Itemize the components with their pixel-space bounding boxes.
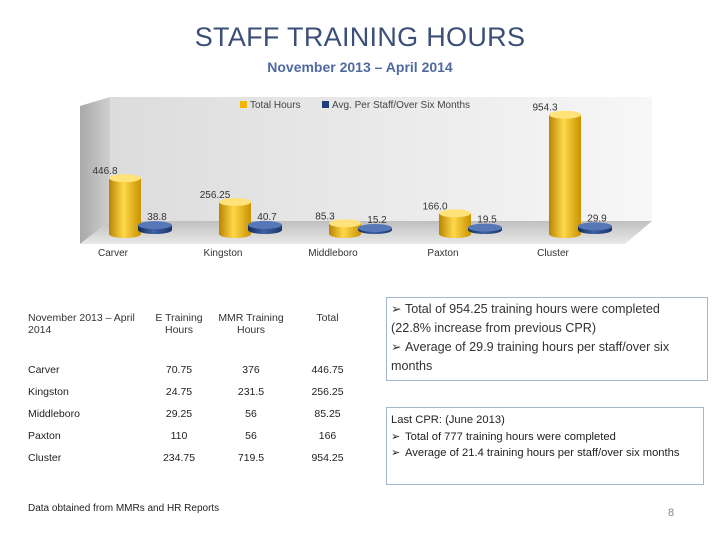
last-cpr-box: Last CPR: (June 2013) ➢ Total of 777 trai… <box>386 407 704 485</box>
bar-avg-per-staff <box>138 221 172 234</box>
bar-total-hours-top <box>109 174 141 183</box>
data-source-note: Data obtained from MMRs and HR Reports <box>28 503 220 514</box>
x-tick-label: Cluster <box>537 248 569 259</box>
bar-total-hours <box>219 197 251 238</box>
table-cell-e-training: 70.75 <box>165 364 193 376</box>
x-tick-label: Kingston <box>204 248 243 259</box>
training-hours-chart: Total Hours Avg. Per Staff/Over Six Mont… <box>80 94 655 264</box>
slide-title: STAFF TRAINING HOURS <box>194 22 526 52</box>
arrow-bullet-icon: ➢ <box>391 430 401 443</box>
bar-total-hours-body <box>439 213 471 234</box>
table-cell-e-training: 234.75 <box>162 452 196 464</box>
table-row: Middleboro 29.25 56 85.25 <box>28 408 368 430</box>
arrow-bullet-icon: ➢ <box>391 447 401 459</box>
table-cell-total: 256.25 <box>311 386 344 398</box>
table-cell-name: Paxton <box>28 430 61 442</box>
bar-avg-per-staff-top <box>138 221 172 230</box>
table-cell-mmr: 231.5 <box>237 386 265 398</box>
table-row: Paxton 110 56 166 <box>28 430 368 452</box>
table-header-total: Total <box>316 312 339 324</box>
table-header-period: November 2013 – April 2014 <box>28 312 135 336</box>
summary-bullet-average-text: Average of 29.9 training hours per staff… <box>391 340 670 373</box>
table-cell-mmr: 719.5 <box>237 452 265 464</box>
table-header-e-training: E Training Hours <box>155 312 203 336</box>
chart-left-wall <box>80 97 110 244</box>
legend-swatch-total <box>240 101 247 108</box>
table-cell-name: Middleboro <box>28 408 80 420</box>
x-tick-label: Carver <box>98 248 129 259</box>
data-label-total: 166.0 <box>422 201 447 212</box>
table-cell-mmr: 56 <box>245 408 257 420</box>
bar-total-hours-body <box>109 178 141 234</box>
table-cell-e-training: 24.75 <box>165 386 193 398</box>
bar-total-hours-top <box>549 110 581 119</box>
last-cpr-bullet-total: ➢ Total of 777 training hours were comple… <box>391 429 699 446</box>
chart-back-wall <box>110 97 652 221</box>
data-label-avg: 38.8 <box>147 212 167 223</box>
table-cell-name: Carver <box>28 364 60 376</box>
last-cpr-bullet-average-text: Average of 21.4 training hours per staff… <box>405 447 680 459</box>
bar-total-hours-top <box>439 209 471 218</box>
table-cell-e-training: 29.25 <box>165 408 193 420</box>
training-hours-table: November 2013 – April 2014 E Training Ho… <box>28 312 368 474</box>
page-number: 8 <box>668 507 675 519</box>
bar-total-hours-body <box>219 201 251 234</box>
summary-bullet-total: ➢ Total of 954.25 training hours were com… <box>391 300 703 338</box>
bar-avg-per-staff <box>578 222 612 234</box>
bar-total-hours-top <box>219 197 251 206</box>
data-label-total: 256.25 <box>200 190 231 201</box>
bar-total-hours-top <box>329 219 361 228</box>
data-label-total: 954.3 <box>532 103 557 114</box>
table-header-mmr-training: MMR Training Hours <box>218 312 284 336</box>
data-label-avg: 40.7 <box>257 212 277 223</box>
x-tick-label: Middleboro <box>308 248 358 259</box>
bar-total-hours <box>549 110 581 238</box>
table-cell-total: 446.75 <box>311 364 344 376</box>
bar-total-hours-body <box>549 114 581 234</box>
bar-avg-per-staff-top <box>578 222 612 231</box>
bar-avg-per-staff <box>248 220 282 234</box>
last-cpr-bullet-average: ➢ Average of 21.4 training hours per staf… <box>391 445 699 462</box>
table-cell-mmr: 376 <box>242 364 260 376</box>
table-cell-total: 954.25 <box>311 452 344 464</box>
legend-swatch-avg <box>322 101 329 108</box>
table-cell-total: 166 <box>318 430 337 442</box>
bar-avg-per-staff-top <box>248 220 282 229</box>
table-cell-name: Cluster <box>28 452 62 464</box>
bar-total-hours <box>329 219 361 238</box>
legend-label-total: Total Hours <box>250 100 301 111</box>
slide-subtitle: November 2013 – April 2014 <box>267 59 453 75</box>
bars-layer: 446.8 38.8 Carver 256.25 40.7 Kingston 85.3 15.… <box>92 103 612 259</box>
bar-total-hours <box>109 174 141 238</box>
bar-avg-per-staff-top <box>358 224 392 232</box>
table-row: Cluster 234.75 719.5 954.25 <box>28 452 368 474</box>
arrow-bullet-icon: ➢ <box>391 302 402 316</box>
data-label-avg: 19.5 <box>477 215 497 226</box>
table-row: Carver 70.75 376 446.75 <box>28 364 368 386</box>
table-row: Kingston 24.75 231.5 256.25 <box>28 386 368 408</box>
bar-total-hours <box>439 209 471 238</box>
last-cpr-bullet-total-text: Total of 777 training hours were complet… <box>405 430 616 443</box>
summary-bullet-total-text: Total of 954.25 training hours were comp… <box>391 302 660 335</box>
table-cell-mmr: 56 <box>245 430 257 442</box>
table-cell-e-training: 110 <box>170 430 188 442</box>
data-label-total: 85.3 <box>315 211 335 222</box>
bar-avg-per-staff <box>468 223 502 234</box>
arrow-bullet-icon: ➢ <box>391 340 402 354</box>
summary-box: ➢ Total of 954.25 training hours were com… <box>386 297 708 381</box>
table-cell-total: 85.25 <box>314 408 341 420</box>
table-header-row: November 2013 – April 2014 E Training Ho… <box>28 312 368 364</box>
data-label-total: 446.8 <box>92 166 117 177</box>
legend-label-avg: Avg. Per Staff/Over Six Months <box>332 100 470 111</box>
last-cpr-heading: Last CPR: (June 2013) <box>391 414 505 426</box>
chart-svg: Total Hours Avg. Per Staff/Over Six Mont… <box>80 97 652 259</box>
bar-total-hours-body <box>329 223 361 234</box>
bar-avg-per-staff-top <box>468 223 502 232</box>
bar-avg-per-staff <box>358 224 392 234</box>
table-cell-name: Kingston <box>28 386 69 398</box>
x-tick-label: Paxton <box>427 248 458 259</box>
data-label-avg: 15.2 <box>367 215 387 226</box>
data-label-avg: 29.9 <box>587 213 607 224</box>
summary-bullet-average: ➢ Average of 29.9 training hours per staf… <box>391 338 703 376</box>
